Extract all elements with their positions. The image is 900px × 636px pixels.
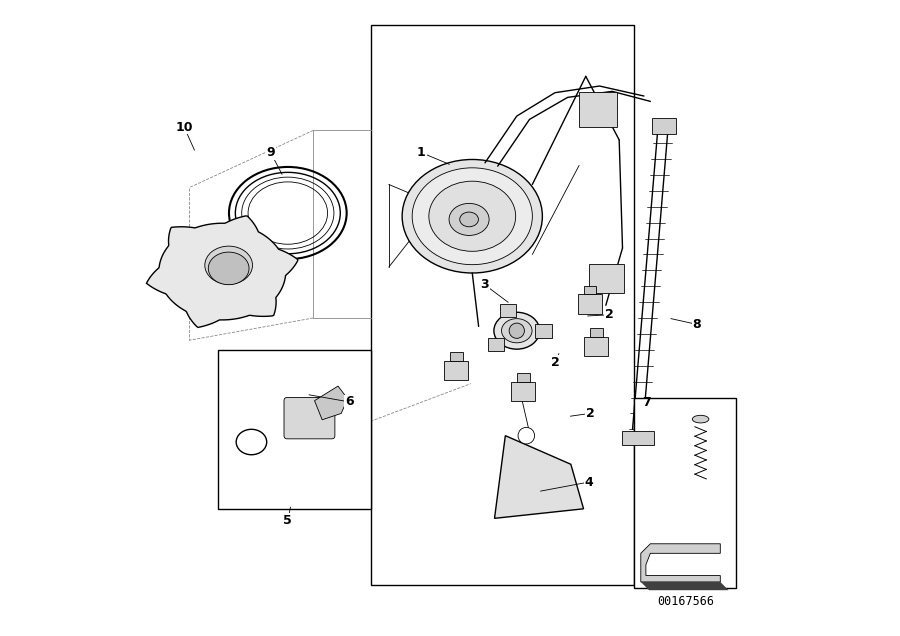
FancyBboxPatch shape — [284, 398, 335, 439]
Ellipse shape — [460, 212, 479, 227]
Text: 00167566: 00167566 — [657, 595, 714, 607]
Text: 1: 1 — [417, 146, 426, 159]
Text: 8: 8 — [692, 318, 701, 331]
Text: 7: 7 — [642, 396, 651, 410]
Text: 3: 3 — [481, 279, 490, 291]
Text: 5: 5 — [284, 514, 292, 527]
Polygon shape — [641, 582, 729, 590]
Text: 2: 2 — [605, 308, 614, 321]
Bar — [590, 328, 603, 337]
Bar — [489, 338, 504, 351]
Ellipse shape — [205, 246, 253, 284]
Text: 10: 10 — [176, 121, 193, 134]
Polygon shape — [641, 544, 720, 582]
Text: 9: 9 — [266, 146, 275, 159]
Bar — [584, 337, 608, 356]
Bar — [634, 398, 736, 588]
Bar — [622, 431, 653, 445]
Bar — [450, 352, 463, 361]
Ellipse shape — [236, 429, 266, 455]
Bar — [590, 264, 624, 293]
Circle shape — [509, 323, 525, 338]
Bar — [500, 304, 516, 317]
Text: 4: 4 — [584, 476, 593, 488]
Polygon shape — [314, 386, 347, 420]
Text: 2: 2 — [586, 407, 594, 420]
Polygon shape — [147, 216, 298, 328]
Bar — [579, 92, 617, 127]
Bar — [535, 324, 553, 338]
Bar — [218, 350, 371, 509]
Polygon shape — [494, 436, 583, 518]
Bar — [511, 382, 536, 401]
Bar — [371, 25, 634, 585]
Ellipse shape — [449, 204, 489, 235]
Ellipse shape — [412, 168, 533, 265]
Ellipse shape — [402, 160, 543, 273]
Text: 7: 7 — [248, 437, 256, 447]
Text: 6: 6 — [346, 396, 354, 408]
Ellipse shape — [692, 415, 709, 423]
Text: 2: 2 — [551, 356, 559, 369]
Ellipse shape — [501, 319, 532, 343]
Ellipse shape — [494, 312, 540, 349]
Polygon shape — [208, 252, 249, 285]
Bar — [517, 373, 529, 382]
Bar — [578, 294, 602, 314]
Bar — [445, 361, 468, 380]
Bar — [652, 118, 676, 134]
Circle shape — [518, 427, 535, 444]
Bar — [583, 286, 597, 294]
Ellipse shape — [429, 181, 516, 251]
